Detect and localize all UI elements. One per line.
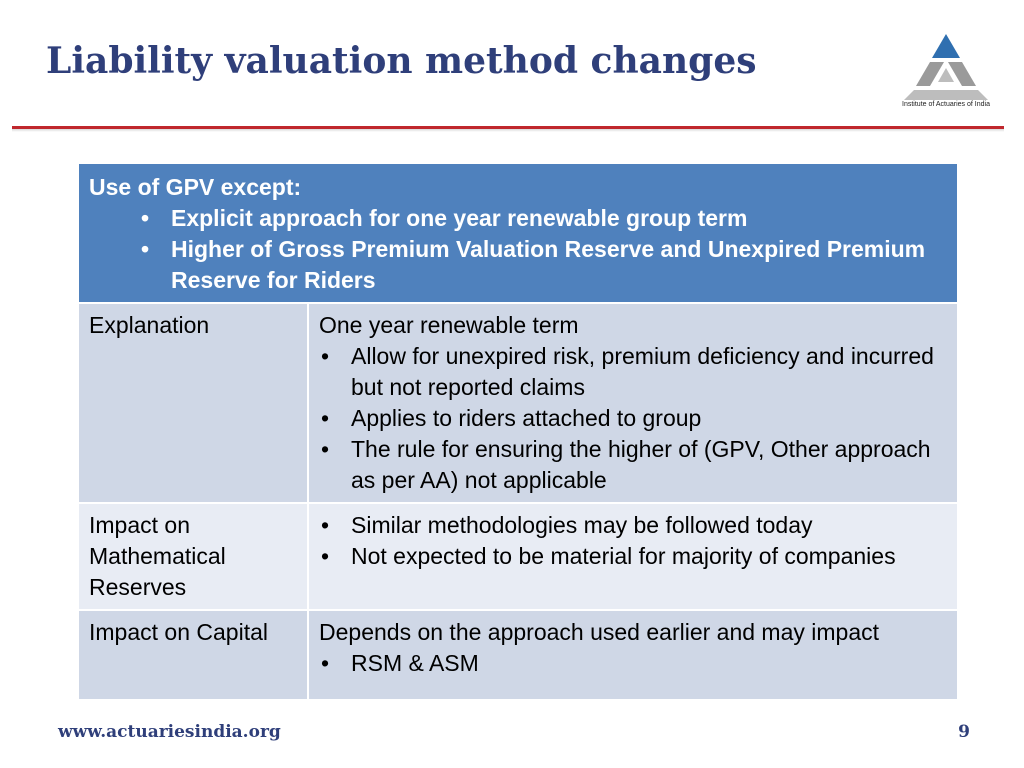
header-bullet: • Higher of Gross Premium Valuation Reser… (89, 234, 947, 296)
title-divider-shadow (12, 129, 1004, 132)
table-header-row: Use of GPV except: • Explicit approach fo… (77, 162, 959, 304)
footer-website-link[interactable]: www.actuariesindia.org (58, 722, 281, 742)
row-bullet-list: • RSM & ASM (319, 648, 947, 679)
row-bullet-list: • Similar methodologies may be followed t… (319, 510, 947, 572)
logo-base-shape (904, 90, 988, 100)
table-row: Impact on Mathematical Reserves • Similar… (77, 502, 959, 611)
valuation-table: Use of GPV except: • Explicit approach fo… (77, 162, 959, 701)
row-content-mathematical-reserves: • Similar methodologies may be followed t… (307, 502, 959, 611)
logo-left-shape (916, 62, 944, 86)
row-label-mathematical-reserves: Impact on Mathematical Reserves (77, 502, 309, 611)
row-lead: One year renewable term (319, 312, 579, 338)
bullet-glyph: • (321, 405, 330, 431)
header-lead: Use of GPV except: (89, 174, 302, 200)
row-bullet-text: RSM & ASM (351, 650, 479, 676)
row-content-explanation: One year renewable term • Allow for unexp… (307, 302, 959, 504)
row-bullet: • Similar methodologies may be followed t… (319, 510, 947, 541)
bullet-glyph: • (321, 436, 330, 462)
logo-caption: Institute of Actuaries of India (902, 101, 990, 108)
row-label-capital: Impact on Capital (77, 609, 309, 701)
row-bullet: • RSM & ASM (319, 648, 947, 679)
bullet-glyph: • (321, 650, 330, 676)
row-bullet: • Not expected to be material for majorit… (319, 541, 947, 572)
bullet-glyph: • (321, 343, 330, 369)
row-lead: Depends on the approach used earlier and… (319, 619, 880, 645)
bullet-glyph: • (141, 205, 150, 231)
header-bullet-text: Higher of Gross Premium Valuation Reserv… (171, 236, 926, 293)
header-bullet-list: • Explicit approach for one year renewabl… (89, 203, 947, 296)
bullet-glyph: • (321, 512, 330, 538)
institute-logo-icon (904, 34, 988, 100)
logo-right-shape (948, 62, 976, 86)
bullet-glyph: • (321, 543, 330, 569)
page-number: 9 (958, 722, 970, 742)
row-bullet: • Applies to riders attached to group (319, 403, 947, 434)
logo-top-triangle (932, 34, 960, 58)
table-row: Explanation One year renewable term • All… (77, 302, 959, 504)
row-label-explanation: Explanation (77, 302, 309, 504)
slide-title: Liability valuation method changes (46, 40, 757, 82)
row-bullet-text: Applies to riders attached to group (351, 405, 702, 431)
row-bullet-text: Not expected to be material for majority… (351, 543, 896, 569)
row-bullet-list: • Allow for unexpired risk, premium defic… (319, 341, 947, 496)
bullet-glyph: • (141, 236, 150, 262)
table-row: Impact on Capital Depends on the approac… (77, 609, 959, 701)
logo-inner-shape (938, 68, 954, 82)
row-bullet-text: The rule for ensuring the higher of (GPV… (351, 436, 931, 493)
header-bullet-text: Explicit approach for one year renewable… (171, 205, 748, 231)
header-bullet: • Explicit approach for one year renewabl… (89, 203, 947, 234)
row-bullet: • Allow for unexpired risk, premium defic… (319, 341, 947, 403)
row-bullet: • The rule for ensuring the higher of (GP… (319, 434, 947, 496)
table-header-cell: Use of GPV except: • Explicit approach fo… (77, 162, 959, 304)
title-divider (12, 126, 1004, 129)
row-content-capital: Depends on the approach used earlier and… (307, 609, 959, 701)
row-bullet-text: Similar methodologies may be followed to… (351, 512, 813, 538)
row-bullet-text: Allow for unexpired risk, premium defici… (351, 343, 934, 400)
